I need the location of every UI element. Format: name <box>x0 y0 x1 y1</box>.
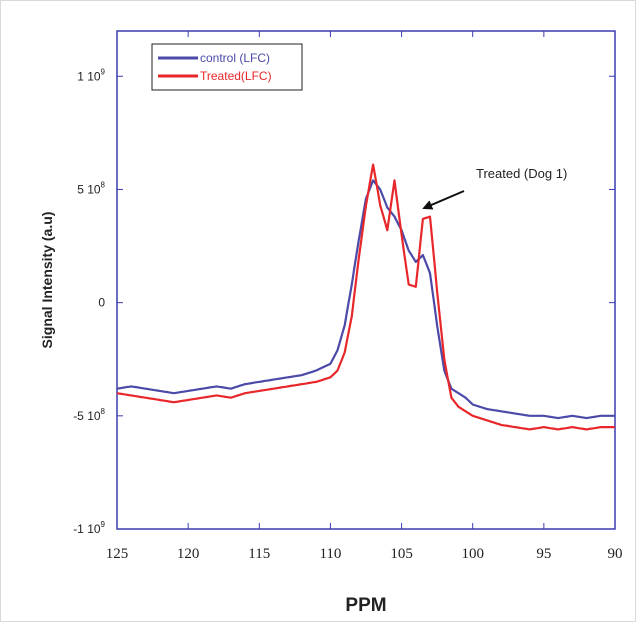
x-tick-label: 90 <box>608 546 623 562</box>
axis-ticks: 125 120 115 110 105 100 95 90 1 109 5 108 0 -5 108 -… <box>73 31 623 562</box>
legend-label: control (LFC) <box>200 51 270 65</box>
legend-box <box>151 43 303 91</box>
y-axis-title: Signal Intensity (a.u) <box>39 212 55 349</box>
y-tick-label: -1 109 <box>73 520 105 536</box>
legend-label: Treated(LFC) <box>200 69 272 83</box>
x-tick-label: 110 <box>319 546 341 562</box>
x-tick-label: 120 <box>177 546 200 562</box>
series-layer <box>116 163 615 431</box>
y-tick-label: 5 108 <box>77 180 105 196</box>
series-line <box>116 163 615 431</box>
series-line <box>116 179 615 420</box>
x-tick-label: 125 <box>106 546 129 562</box>
x-axis-title: PPM <box>345 595 386 616</box>
x-tick-label: 100 <box>461 546 484 562</box>
y-tick-label: -5 108 <box>73 407 105 423</box>
annotation-label: Treated (Dog 1) <box>476 166 567 181</box>
annotation-arrow <box>422 190 465 210</box>
y-tick-label: 1 109 <box>77 67 105 83</box>
legend: control (LFC) Treated(LFC) <box>151 43 303 91</box>
x-tick-label: 105 <box>390 546 413 562</box>
annotation-layer: Treated (Dog 1) <box>422 166 567 210</box>
x-tick-label: 95 <box>536 546 551 562</box>
x-tick-label: 115 <box>248 546 270 562</box>
plot-area <box>116 30 616 530</box>
y-tick-label: 0 <box>98 296 105 310</box>
